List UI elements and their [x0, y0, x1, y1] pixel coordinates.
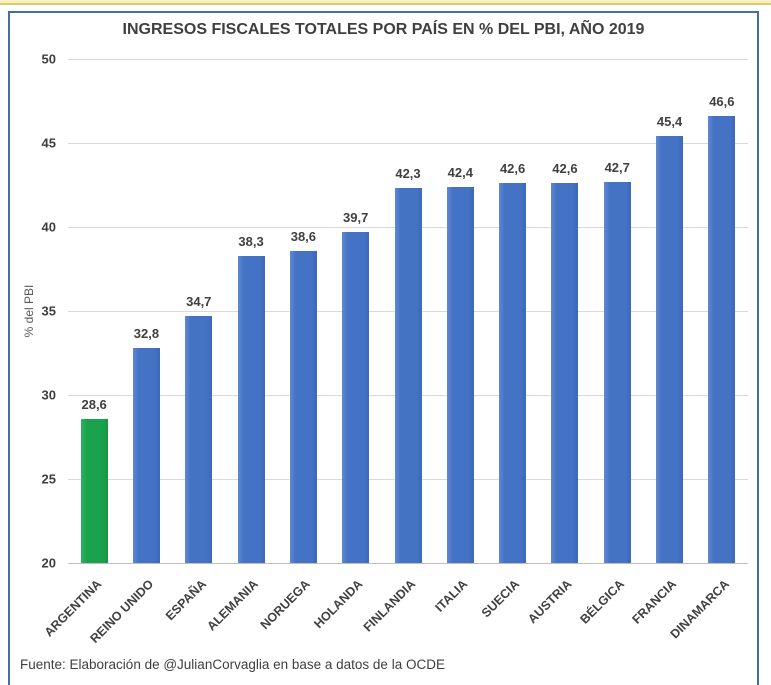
bar-dinamarca [708, 116, 736, 563]
bar-value-label: 42,6 [552, 161, 578, 177]
y-tick-label: 20 [41, 555, 56, 571]
y-tick-label: 50 [41, 51, 56, 67]
x-category-label: ITALIA [432, 577, 471, 615]
x-category-label: NORUEGA [258, 577, 314, 633]
bar-value-label: 42,4 [447, 164, 473, 180]
bar-austria [551, 183, 579, 563]
bar-holanda [342, 232, 370, 563]
gridline [68, 143, 748, 144]
x-category-label: FINLANDIA [360, 577, 418, 635]
gridline [68, 59, 748, 60]
bar-espa-a [185, 316, 213, 563]
x-category-label: AUSTRIA [525, 577, 575, 627]
bar-value-label: 34,7 [186, 294, 212, 310]
bar-value-label: 38,3 [238, 233, 264, 249]
bar-value-label: 28,6 [81, 396, 107, 412]
y-tick-label: 30 [41, 387, 56, 403]
x-category-label: ALEMANIA [204, 577, 261, 634]
bar-value-label: 45,4 [656, 114, 683, 130]
bar-value-label: 46,6 [709, 94, 735, 110]
y-tick-label: 35 [41, 303, 56, 319]
bar-noruega [289, 250, 317, 563]
y-tick-label: 25 [41, 471, 56, 487]
bar-value-label: 32,8 [133, 325, 160, 341]
bar-alemania [237, 255, 265, 563]
x-category-label: SUECIA [479, 577, 523, 621]
bar-italia [446, 186, 474, 563]
chart-source: Fuente: Elaboración de @JulianCorvaglia … [20, 657, 445, 672]
bar-reino-unido [132, 347, 160, 563]
bar-value-label: 39,7 [343, 210, 369, 226]
y-tick-label: 45 [41, 135, 56, 151]
chart-title: INGRESOS FISCALES TOTALES POR PAÍS EN % … [122, 21, 645, 38]
x-category-label: ESPAÑA [162, 577, 209, 624]
bar-argentina [80, 418, 108, 563]
bar-b-lgica [603, 181, 631, 563]
x-category-label: BÉLGICA [577, 577, 628, 627]
bar-value-label: 42,3 [395, 166, 421, 182]
x-category-label: FRANCIA [629, 577, 680, 627]
gridline [68, 563, 748, 564]
bar-francia [656, 136, 684, 563]
bar-value-label: 38,6 [290, 228, 317, 244]
bar-value-label: 42,7 [604, 159, 630, 175]
chart-frame: INGRESOS FISCALES TOTALES POR PAÍS EN % … [8, 11, 759, 685]
bar-suecia [499, 183, 527, 563]
y-tick-label: 40 [41, 219, 56, 235]
bar-value-label: 42,6 [499, 161, 526, 177]
bar-finlandia [394, 188, 422, 563]
top-accent-strip [0, 0, 771, 5]
x-category-label: HOLANDA [311, 577, 366, 632]
